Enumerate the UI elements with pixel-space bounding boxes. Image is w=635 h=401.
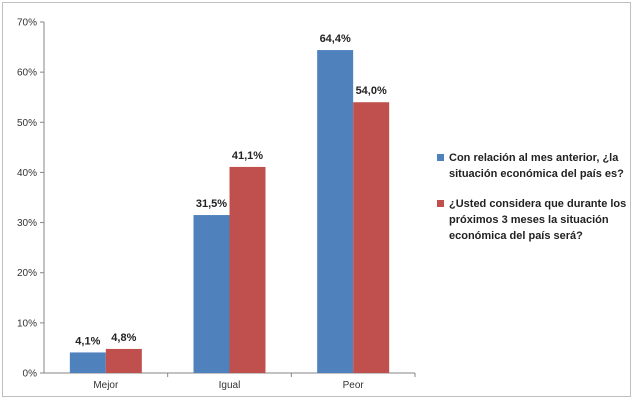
y-tick-label: 70% bbox=[17, 18, 37, 29]
y-tick-label: 50% bbox=[17, 118, 37, 129]
chart-bars bbox=[69, 50, 390, 374]
bar bbox=[193, 215, 230, 373]
data-label: 54,0% bbox=[356, 85, 387, 97]
data-label: 31,5% bbox=[196, 198, 227, 210]
bar bbox=[353, 102, 390, 373]
data-label: 41,1% bbox=[232, 150, 263, 162]
legend-item-series-1: Con relación al mes anterior, ¿la situac… bbox=[437, 150, 632, 182]
data-label: 4,1% bbox=[75, 335, 100, 347]
bar bbox=[105, 348, 142, 373]
legend-swatch-series-2 bbox=[437, 200, 444, 207]
x-tick-label: Mejor bbox=[93, 380, 119, 391]
x-tick-label: Peor bbox=[343, 380, 365, 391]
legend-label-series-1: Con relación al mes anterior, ¿la situac… bbox=[449, 152, 624, 180]
y-tick-label: 0% bbox=[23, 369, 38, 380]
x-tick-label: Igual bbox=[219, 380, 241, 391]
data-label: 4,8% bbox=[111, 332, 136, 344]
chart-data-labels: 4,1% 4,8% 31,5% 41,1% 64,4% 54,0% bbox=[75, 33, 387, 347]
chart-frame bbox=[2, 2, 631, 397]
legend-item-series-2: ¿Usted considera que durante los próximo… bbox=[437, 196, 632, 244]
bar bbox=[317, 50, 354, 374]
legend-label-series-2: ¿Usted considera que durante los próximo… bbox=[449, 198, 627, 242]
legend-swatch-series-1 bbox=[437, 154, 444, 161]
y-tick-label: 60% bbox=[17, 68, 37, 79]
y-tick-label: 40% bbox=[17, 168, 37, 179]
chart-legend: Con relación al mes anterior, ¿la situac… bbox=[437, 150, 632, 258]
data-label: 64,4% bbox=[320, 33, 351, 45]
y-tick-label: 20% bbox=[17, 268, 37, 279]
y-tick-label: 10% bbox=[17, 318, 37, 329]
y-tick-label: 30% bbox=[17, 218, 37, 229]
bar bbox=[69, 352, 106, 373]
bar bbox=[229, 166, 266, 373]
